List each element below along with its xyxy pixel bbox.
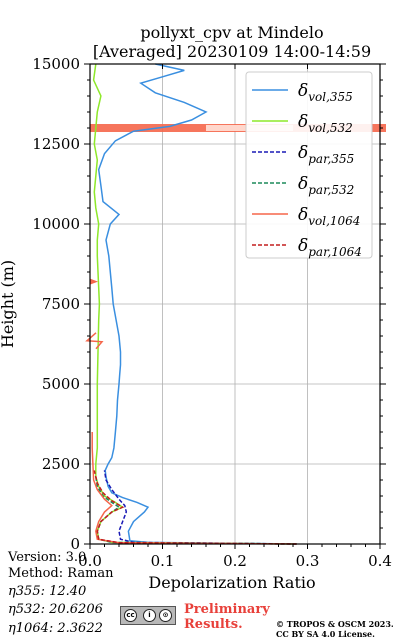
series-line-4 xyxy=(91,432,297,545)
legend-box xyxy=(245,71,373,259)
legend-symbol: δ xyxy=(298,236,308,256)
series-line-2 xyxy=(103,470,297,545)
preliminary-line-2: Results. xyxy=(184,617,243,632)
cc-license-badge: cc i ⊙ xyxy=(120,606,176,625)
legend-symbol: δ xyxy=(298,143,308,163)
axes: 0.0 0.1 0.2 0.3 0.4 0 2500 5000 7500 10000 12500 15… xyxy=(32,55,392,570)
legend-label-3: δpar,532 xyxy=(298,174,354,197)
attribution-icon: i xyxy=(143,609,156,622)
y-tick-label-0: 0 xyxy=(70,535,80,553)
legend-subscript: vol,1064 xyxy=(308,214,360,228)
y-tick-label-6: 15000 xyxy=(32,55,80,73)
depolarization-chart: pollyxt_cpv at Mindelo [Averaged] 202301… xyxy=(0,23,392,592)
legend-label-5: δpar,1064 xyxy=(298,236,362,259)
series-line-0 xyxy=(97,63,297,545)
legend-symbol: δ xyxy=(298,81,308,101)
eta1064-text: η1064: 2.3622 xyxy=(8,621,103,636)
legend-subscript: par,532 xyxy=(308,183,354,197)
legend-label-0: δvol,355 xyxy=(298,81,353,104)
series-line-1 xyxy=(92,63,297,545)
legend-subscript: vol,532 xyxy=(308,121,353,135)
x-tick-label-0: 0.0 xyxy=(78,552,102,570)
x-tick-label-4: 0.4 xyxy=(368,552,392,570)
y-axis-label: Height (m) xyxy=(0,260,17,348)
legend-subscript: par,355 xyxy=(308,152,354,166)
x-tick-label-3: 0.3 xyxy=(296,552,320,570)
legend-subscript: par,1064 xyxy=(308,245,362,259)
y-tick-label-2: 5000 xyxy=(42,375,80,393)
y-tick-label-5: 12500 xyxy=(32,135,80,153)
copyright-line-1: © TROPOS & OSCM 2023. xyxy=(276,619,394,629)
eta355-text: η355: 12.40 xyxy=(8,584,87,599)
red-marker-1 xyxy=(90,278,98,285)
version-text: Version: 3.0 xyxy=(8,550,87,565)
method-text: Method: Raman xyxy=(8,566,114,581)
legend-symbol: δ xyxy=(298,112,308,132)
series-line-5 xyxy=(93,470,297,545)
legend-label-4: δvol,1064 xyxy=(298,205,360,228)
red-marker-2 xyxy=(85,332,104,350)
y-tick-label-3: 7500 xyxy=(42,295,80,313)
legend: δvol,355δvol,532δpar,355δpar,532δvol,106… xyxy=(245,71,373,259)
x-tick-label-1: 0.1 xyxy=(151,552,175,570)
legend-label-1: δvol,532 xyxy=(298,112,353,135)
cc-icon: cc xyxy=(124,609,137,622)
legend-label-2: δpar,355 xyxy=(298,143,354,166)
legend-symbol: δ xyxy=(298,205,308,225)
share-alike-icon: ⊙ xyxy=(159,609,172,622)
preliminary-line-1: Preliminary xyxy=(184,602,270,617)
copyright-text: © TROPOS & OSCM 2023. CC BY SA 4.0 Licen… xyxy=(276,619,394,639)
chart-title: pollyxt_cpv at Mindelo xyxy=(140,23,323,42)
preliminary-results-text: Preliminary Results. xyxy=(184,602,270,632)
x-axis-label: Depolarization Ratio xyxy=(148,573,315,592)
chart-subtitle: [Averaged] 20230109 14:00-14:59 xyxy=(93,42,371,61)
x-tick-label-2: 0.2 xyxy=(223,552,247,570)
eta532-text: η532: 20.6206 xyxy=(8,602,103,617)
y-tick-label-1: 2500 xyxy=(42,455,80,473)
legend-symbol: δ xyxy=(298,174,308,194)
copyright-line-2: CC BY SA 4.0 License. xyxy=(276,629,375,639)
y-tick-label-4: 10000 xyxy=(32,215,80,233)
legend-subscript: vol,355 xyxy=(308,90,353,104)
